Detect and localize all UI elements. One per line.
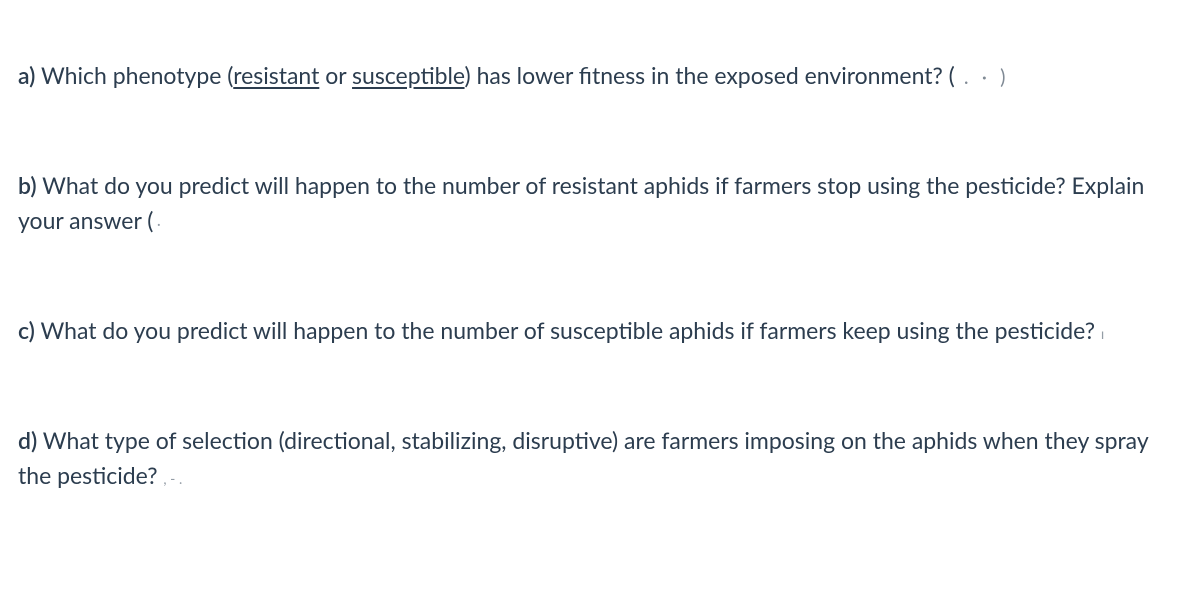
question-a-trailing: . · ) — [955, 65, 1010, 89]
question-c-label: c) — [18, 316, 35, 344]
question-b-trailing: · — [153, 215, 160, 232]
document-page: a) Which phenotype (resistant or suscept… — [0, 0, 1200, 494]
question-a-text-pre: Which phenotype ( — [35, 61, 233, 89]
question-c: c) What do you predict will happen to th… — [18, 313, 1182, 349]
question-a-label: a) — [18, 61, 35, 89]
question-b-text: What do you predict will happen to the n… — [18, 171, 1144, 235]
question-d-trailing: , - . — [163, 470, 182, 487]
question-c-trailing: ı — [1101, 325, 1104, 342]
question-b: b) What do you predict will happen to th… — [18, 168, 1182, 239]
underline-susceptible: susceptible — [352, 61, 465, 89]
question-d-label: d) — [18, 426, 37, 454]
question-a-text-post: ) has lower fitness in the exposed envir… — [465, 61, 955, 89]
question-d-text: What type of selection (directional, sta… — [18, 426, 1148, 490]
question-a-text-mid: or — [319, 61, 352, 89]
underline-resistant: resistant — [233, 61, 319, 89]
question-b-label: b) — [18, 171, 37, 199]
question-a: a) Which phenotype (resistant or suscept… — [18, 58, 1182, 94]
question-d: d) What type of selection (directional, … — [18, 423, 1182, 494]
question-c-text: What do you predict will happen to the n… — [35, 316, 1101, 344]
